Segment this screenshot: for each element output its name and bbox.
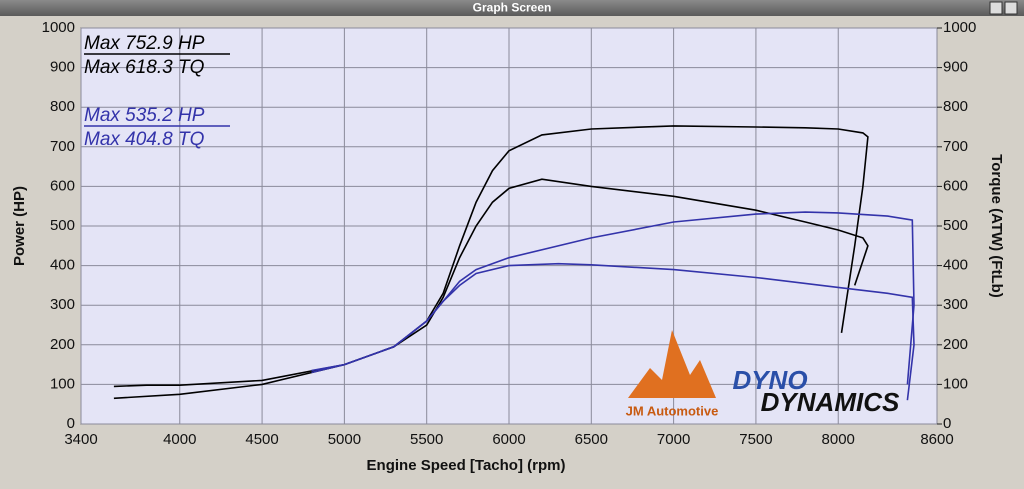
x-tick-label: 5500 — [410, 431, 443, 448]
x-tick-label: 4000 — [163, 431, 196, 448]
y2-tick-label: 100 — [943, 375, 968, 392]
x-tick-label: 4500 — [245, 431, 278, 448]
y-axis-label: Power (HP) — [11, 186, 28, 266]
y2-tick-label: 400 — [943, 257, 968, 274]
series-line — [311, 262, 915, 401]
window-title: Graph Screen — [473, 1, 552, 15]
y-tick-label: 300 — [50, 296, 75, 313]
legend-entry: Max 618.3 TQ — [84, 57, 205, 78]
x-tick-label: 3400 — [64, 431, 97, 448]
y2-tick-label: 1000 — [943, 19, 976, 36]
y-tick-label: 1000 — [42, 19, 75, 36]
y-tick-label: 200 — [50, 336, 75, 353]
y-tick-label: 700 — [50, 138, 75, 155]
y2-tick-label: 700 — [943, 138, 968, 155]
logo-mark — [628, 330, 716, 398]
y-tick-label: 600 — [50, 177, 75, 194]
y-tick-label: 100 — [50, 375, 75, 392]
y2-axis-label: Torque (ATW) (FtLb) — [988, 154, 1005, 298]
close-button[interactable] — [1004, 1, 1018, 15]
y-tick-label: 500 — [50, 217, 75, 234]
y-tick-label: 800 — [50, 98, 75, 115]
x-tick-label: 5000 — [328, 431, 361, 448]
logo-brand-top: DYNO — [732, 365, 807, 395]
legend-entry: Max 404.8 TQ — [84, 129, 205, 150]
logo-brand-bottom: DYNAMICS — [761, 387, 900, 417]
restore-button[interactable] — [989, 1, 1003, 15]
logo: JM Automotive DYNO DYNAMICS — [626, 330, 900, 418]
x-tick-label: 6000 — [492, 431, 525, 448]
y2-tick-label: 600 — [943, 177, 968, 194]
y2-tick-label: 900 — [943, 59, 968, 76]
legend-entry: Max 535.2 HP — [84, 105, 205, 126]
x-tick-label: 6500 — [575, 431, 608, 448]
y2-tick-label: 0 — [943, 415, 951, 432]
y-tick-label: 400 — [50, 257, 75, 274]
y2-tick-label: 500 — [943, 217, 968, 234]
y-tick-label: 0 — [67, 415, 75, 432]
x-tick-label: 8000 — [822, 431, 855, 448]
logo-company: JM Automotive — [626, 403, 719, 418]
x-tick-label: 8600 — [920, 431, 953, 448]
y2-tick-label: 800 — [943, 98, 968, 115]
y-tick-label: 900 — [50, 59, 75, 76]
x-axis-label: Engine Speed [Tacho] (rpm) — [367, 457, 566, 474]
x-tick-label: 7000 — [657, 431, 690, 448]
x-tick-label: 7500 — [739, 431, 772, 448]
y2-tick-label: 300 — [943, 296, 968, 313]
series-line — [113, 178, 869, 388]
y2-tick-label: 200 — [943, 336, 968, 353]
title-bar — [0, 0, 1024, 16]
legend-entry: Max 752.9 HP — [84, 33, 205, 54]
